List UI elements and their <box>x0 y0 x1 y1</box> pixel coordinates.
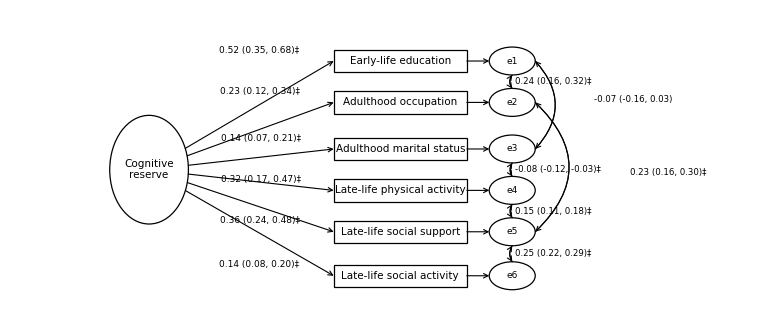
FancyArrowPatch shape <box>508 163 512 175</box>
Text: Late-life social support: Late-life social support <box>341 227 460 237</box>
Text: Late-life physical activity: Late-life physical activity <box>335 185 465 195</box>
FancyArrowPatch shape <box>508 246 512 261</box>
Text: e4: e4 <box>507 186 518 195</box>
Text: e6: e6 <box>507 271 518 280</box>
Text: 0.25 (0.22, 0.29)‡: 0.25 (0.22, 0.29)‡ <box>515 249 592 258</box>
Text: 0.14 (0.07, 0.21)‡: 0.14 (0.07, 0.21)‡ <box>221 133 301 142</box>
FancyArrowPatch shape <box>535 61 555 148</box>
FancyArrowPatch shape <box>508 205 512 218</box>
Text: Cognitive
reserve: Cognitive reserve <box>124 159 174 180</box>
Text: Adulthood occupation: Adulthood occupation <box>343 97 458 108</box>
Text: 0.32 (0.17, 0.47)‡: 0.32 (0.17, 0.47)‡ <box>221 175 301 184</box>
Text: 0.23 (0.16, 0.30)‡: 0.23 (0.16, 0.30)‡ <box>630 168 707 177</box>
Text: 0.52 (0.35, 0.68)‡: 0.52 (0.35, 0.68)‡ <box>219 46 300 54</box>
FancyArrowPatch shape <box>508 164 512 176</box>
Text: -0.08 (-0.12, -0.03)‡: -0.08 (-0.12, -0.03)‡ <box>515 165 601 174</box>
Text: e3: e3 <box>507 144 518 154</box>
Text: 0.24 (0.16, 0.32)‡: 0.24 (0.16, 0.32)‡ <box>515 77 592 86</box>
Text: 0.36 (0.24, 0.48)‡: 0.36 (0.24, 0.48)‡ <box>220 216 301 225</box>
Text: -0.07 (-0.16, 0.03): -0.07 (-0.16, 0.03) <box>594 95 672 104</box>
Text: Late-life social activity: Late-life social activity <box>341 271 459 281</box>
Text: Early-life education: Early-life education <box>350 56 451 66</box>
Text: Adulthood marital status: Adulthood marital status <box>336 144 465 154</box>
FancyArrowPatch shape <box>535 103 569 232</box>
FancyArrowPatch shape <box>508 247 512 262</box>
FancyArrowPatch shape <box>507 76 512 88</box>
Text: e2: e2 <box>507 98 518 107</box>
FancyArrowPatch shape <box>507 75 512 87</box>
Text: 0.14 (0.08, 0.20)‡: 0.14 (0.08, 0.20)‡ <box>219 260 300 269</box>
FancyArrowPatch shape <box>535 62 555 149</box>
Text: e1: e1 <box>507 56 518 66</box>
FancyArrowPatch shape <box>508 204 512 217</box>
FancyArrowPatch shape <box>535 102 569 231</box>
Text: 0.23 (0.12, 0.34)‡: 0.23 (0.12, 0.34)‡ <box>220 87 301 96</box>
Text: 0.15 (0.11, 0.18)‡: 0.15 (0.11, 0.18)‡ <box>515 207 592 216</box>
Text: e5: e5 <box>507 227 518 236</box>
